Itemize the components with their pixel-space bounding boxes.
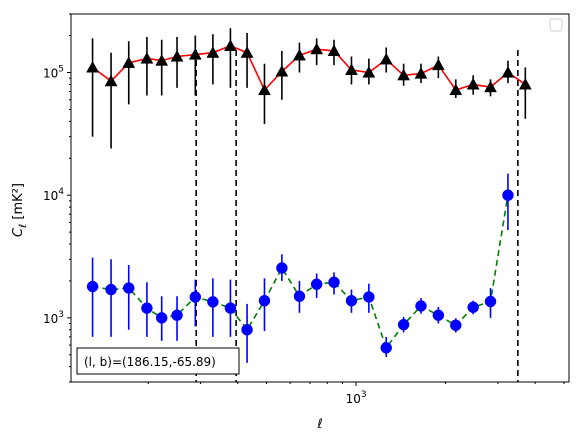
series-1-point [240,46,254,58]
series-2-point [450,319,462,332]
series-1-point [140,52,154,64]
x-tick-label: 103 [346,390,367,406]
series-1-point [414,67,428,79]
series-2-point [328,276,340,289]
x-axis-label: ℓ [316,417,322,432]
series-1-point [518,77,532,90]
series-2-point [397,318,410,331]
series-2-point [345,294,358,307]
markers-group [86,39,532,354]
series-1-point [362,66,376,78]
series-2-point [258,294,271,307]
series-2-point [432,309,445,322]
annotation-box: (l, b)=(186.15,-65.89) [76,347,240,375]
series-2-point [141,302,153,314]
series-2-point [122,282,135,294]
series-2-point [467,301,479,314]
series-2-point [380,342,392,354]
series-1-point [310,42,324,55]
series-2-point [207,296,219,308]
series-1-point [206,46,220,58]
series-2-point [502,189,514,201]
series-2-point [86,280,99,293]
plot-frame [70,13,570,383]
series-1-point [379,52,393,65]
series-1-point [293,48,306,61]
vertical-lines-group [195,50,519,382]
series-2-point [415,300,427,312]
series-2-point [276,262,288,274]
series-1-point [449,83,463,96]
annotation-text: (l, b)=(186.15,-65.89) [84,355,216,369]
series-2-point [241,323,253,336]
plot-area [71,14,569,382]
series-1-point [155,54,169,66]
y-tick-label: 104 [43,187,64,203]
series-1-point [397,68,411,81]
series-2-point [105,283,117,296]
series-1-point [466,77,480,90]
y-axis-ticks: 103 104 105 [43,13,71,383]
series-1-point [431,58,445,71]
series-1-point [258,83,271,96]
series-1-point [104,74,118,87]
series-1-point [327,44,341,56]
series-1-point [188,48,202,60]
series-1-point [86,60,100,73]
series-2-point [363,291,375,303]
y-tick-label: 105 [43,65,64,81]
series-2-point [293,290,306,303]
series-2-point [310,278,323,290]
series-1-point [275,64,289,77]
series-1-point [484,80,497,93]
series-2-point [224,302,237,314]
y-tick-label: 103 [43,310,64,326]
series-2-point [155,312,168,324]
series-2-point [171,309,183,322]
x-axis-ticks: 103 [147,382,565,406]
series-1-point [122,56,136,68]
series-1-point [224,39,237,51]
series-1-point [170,50,184,62]
series-2-point [484,295,497,308]
series-1-point [345,63,358,75]
y-axis-label: Cℓ [mK²] [11,183,29,237]
series-2-point [189,291,202,303]
legend-box [549,18,563,32]
series-1-point [501,66,515,78]
